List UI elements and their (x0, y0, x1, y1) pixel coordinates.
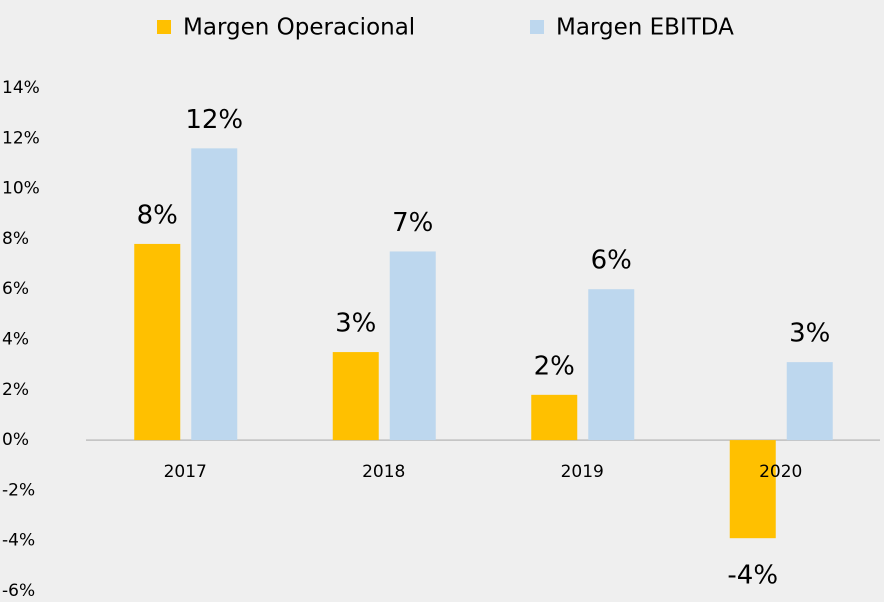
x-tick-label: 2017 (164, 462, 207, 482)
data-label: 12% (185, 105, 243, 135)
y-tick-label: 0% (2, 430, 29, 450)
y-tick-label: -6% (2, 581, 35, 601)
bar (588, 289, 635, 441)
y-tick-label: 10% (2, 179, 40, 199)
y-tick-label: -4% (2, 531, 35, 551)
y-tick-label: 12% (2, 128, 40, 148)
data-label: 7% (392, 208, 433, 238)
bar (134, 243, 181, 441)
data-label: 8% (137, 200, 178, 230)
legend-swatch (157, 20, 171, 34)
x-tick-label: 2019 (561, 462, 604, 482)
data-label: 6% (591, 246, 632, 276)
bar (531, 394, 578, 441)
data-label: -4% (727, 561, 778, 591)
bar (729, 440, 776, 539)
y-tick-label: 6% (2, 279, 29, 299)
data-label: 3% (789, 319, 830, 349)
y-tick-label: 14% (2, 78, 40, 98)
y-tick-label: 2% (2, 380, 29, 400)
y-tick-label: 8% (2, 229, 29, 249)
data-label: 3% (335, 309, 376, 339)
legend-label: Margen EBITDA (556, 15, 734, 41)
y-tick-label: 4% (2, 330, 29, 350)
legend-swatch (530, 20, 544, 34)
legend-label: Margen Operacional (183, 15, 415, 41)
bar (389, 251, 436, 441)
x-tick-label: 2020 (759, 462, 802, 482)
y-tick-label: -2% (2, 480, 35, 500)
bar (786, 362, 833, 441)
bar (332, 352, 379, 441)
data-label: 2% (534, 351, 575, 381)
x-tick-label: 2018 (362, 462, 405, 482)
bar (191, 148, 238, 441)
